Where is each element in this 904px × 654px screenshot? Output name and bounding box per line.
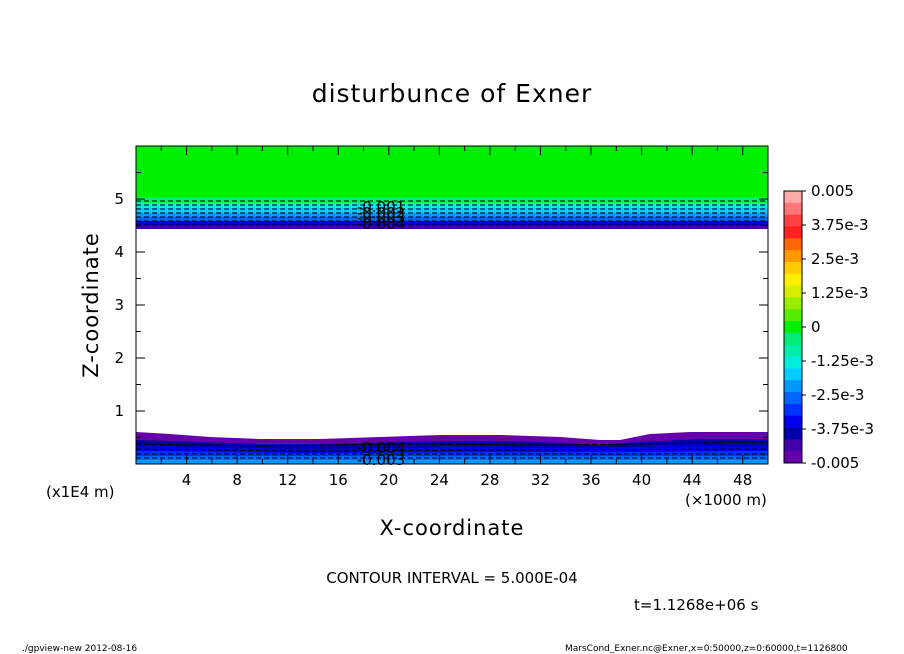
colorbar-swatch bbox=[784, 285, 802, 298]
contour-label: -0.004 bbox=[357, 439, 405, 457]
colorbar-swatch bbox=[784, 191, 802, 204]
colorbar-swatch bbox=[784, 380, 802, 393]
x-tick-label: 32 bbox=[531, 471, 550, 489]
colorbar-swatch bbox=[784, 368, 802, 381]
x-tick-label: 8 bbox=[232, 471, 242, 489]
colorbar-swatch bbox=[784, 297, 802, 310]
contour-label: -0.003 bbox=[357, 451, 405, 469]
y-tick-label: 4 bbox=[114, 243, 124, 261]
contour-label: -0.001 bbox=[357, 198, 405, 216]
y-tick-label: 1 bbox=[114, 402, 124, 420]
field-positive-band bbox=[136, 146, 768, 198]
contour-label: -0.002 bbox=[357, 204, 405, 222]
colorbar-label: 0.005 bbox=[811, 182, 854, 200]
colorbar-swatch bbox=[784, 261, 802, 275]
colorbar bbox=[784, 191, 802, 464]
chart-title: disturbunce of Exner bbox=[312, 79, 593, 108]
colorbar-swatch bbox=[784, 332, 802, 346]
colorbar-swatch bbox=[784, 238, 802, 251]
colorbar-swatch bbox=[784, 439, 802, 452]
colorbar-label: -3.75e-3 bbox=[811, 420, 874, 438]
colorbar-swatch bbox=[784, 202, 802, 216]
colorbar-swatch bbox=[784, 344, 802, 358]
colorbar-label: -2.5e-3 bbox=[811, 386, 864, 404]
colorbar-swatch bbox=[784, 273, 802, 287]
x-tick-label: 44 bbox=[683, 471, 702, 489]
field-band-top-3 bbox=[136, 208, 768, 213]
field-band-top-5 bbox=[136, 217, 768, 221]
colorbar-label: 2.5e-3 bbox=[811, 250, 859, 268]
colorbar-swatch bbox=[784, 226, 802, 239]
colorbar-swatch bbox=[784, 214, 802, 227]
y-tick-label: 3 bbox=[114, 296, 124, 314]
colorbar-swatch bbox=[784, 427, 802, 440]
colorbar-swatch bbox=[784, 321, 802, 334]
colorbar-swatch bbox=[784, 415, 802, 429]
y-unit-label: (x1E4 m) bbox=[46, 483, 115, 501]
contour-lines-bottom bbox=[135, 441, 769, 459]
x-tick-label: 48 bbox=[733, 471, 752, 489]
contour-label: -0.004 bbox=[357, 215, 405, 233]
colorbar-swatch bbox=[784, 451, 802, 464]
x-tick-label: 12 bbox=[278, 471, 297, 489]
field-band-top-1 bbox=[136, 197, 768, 203]
colorbar-label: -1.25e-3 bbox=[811, 352, 874, 370]
colorbar-label: 1.25e-3 bbox=[811, 284, 869, 302]
colorbar-swatch bbox=[784, 356, 802, 369]
footer-left: ./gpview-new 2012-08-16 bbox=[22, 644, 137, 654]
x-axis-label: X-coordinate bbox=[380, 516, 525, 540]
x-tick-label: 36 bbox=[581, 471, 600, 489]
x-unit-label: (×1000 m) bbox=[685, 491, 767, 509]
colorbar-swatch bbox=[784, 309, 802, 322]
contour-label: -0.003 bbox=[357, 209, 405, 227]
x-tick-label: 28 bbox=[480, 471, 499, 489]
colorbar-swatch bbox=[784, 403, 802, 417]
colorbar-label: 3.75e-3 bbox=[811, 216, 869, 234]
contour-lines-top bbox=[136, 200, 768, 226]
y-tick-label: 2 bbox=[114, 349, 124, 367]
colorbar-label: 0 bbox=[811, 318, 821, 336]
plot-area: -0.001 -0.002 -0.003 -0.004 -0.004 -0.00… bbox=[135, 145, 769, 469]
x-tick-label: 24 bbox=[430, 471, 449, 489]
contour-interval-text: CONTOUR INTERVAL = 5.000E-04 bbox=[326, 569, 577, 587]
x-tick-label: 40 bbox=[632, 471, 651, 489]
colorbar-swatch bbox=[784, 392, 802, 405]
time-text: t=1.1268e+06 s bbox=[634, 596, 759, 614]
field-band-top-7 bbox=[136, 225, 768, 229]
field-band-top-6 bbox=[136, 221, 768, 225]
x-tick-label: 20 bbox=[379, 471, 398, 489]
field-band-bottom-6 bbox=[136, 460, 768, 464]
field-band-top-4 bbox=[136, 213, 768, 217]
axis-ticks bbox=[136, 146, 768, 464]
y-tick-label: 5 bbox=[114, 190, 124, 208]
y-axis-label: Z-coordinate bbox=[79, 232, 103, 378]
colorbar-swatch bbox=[784, 250, 802, 263]
x-tick-label: 4 bbox=[182, 471, 192, 489]
colorbar-label: -0.005 bbox=[811, 454, 859, 472]
footer-right: MarsCond_Exner.nc@Exner,x=0:50000,z=0:60… bbox=[565, 644, 848, 654]
x-tick-label: 16 bbox=[329, 471, 348, 489]
